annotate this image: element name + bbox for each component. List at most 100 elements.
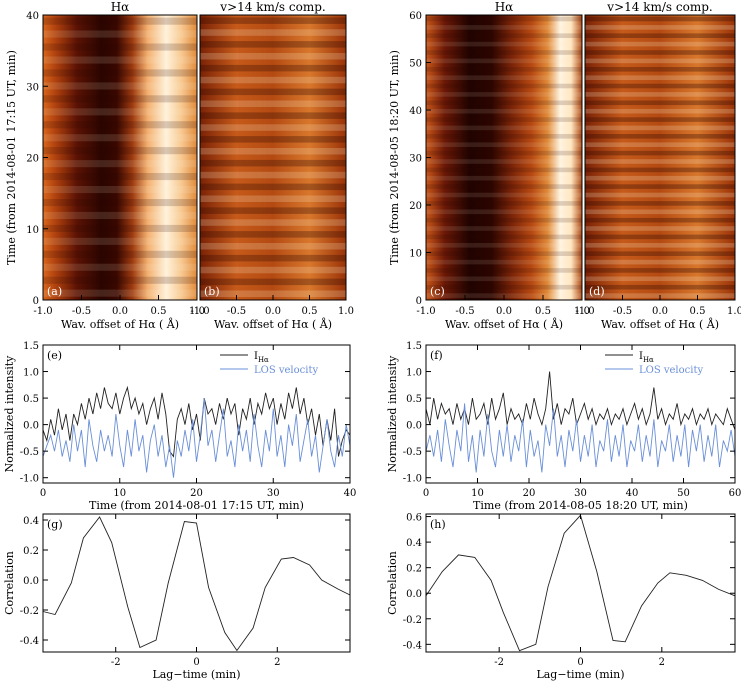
map-band bbox=[585, 284, 735, 290]
map-band bbox=[43, 43, 197, 51]
map-band bbox=[43, 237, 197, 245]
y-tick-label: 1.5 bbox=[23, 341, 39, 352]
map-band bbox=[585, 83, 735, 89]
x-tick-label: 30 bbox=[574, 488, 587, 499]
map-band bbox=[43, 199, 197, 207]
map-band bbox=[585, 243, 735, 248]
map-band bbox=[200, 53, 346, 60]
map-image-c bbox=[426, 15, 582, 300]
map-band bbox=[200, 159, 346, 167]
map-band bbox=[585, 209, 735, 215]
map-band bbox=[200, 64, 346, 72]
y-axis-label-h: Correlation bbox=[386, 551, 399, 615]
map-band bbox=[200, 171, 346, 179]
spectral-maps: Hα (a) -1.0 -0.5 0.0 0.5 1.0 Wav. offset of Hα … bbox=[5, 0, 741, 331]
map-band bbox=[426, 159, 582, 164]
map-band bbox=[585, 108, 735, 114]
map-band bbox=[200, 100, 346, 107]
plot-frame-h bbox=[425, 513, 736, 653]
map-band bbox=[426, 209, 582, 215]
x-tick-label: -1.0 bbox=[190, 306, 209, 317]
x-tick-label: 0.0 bbox=[652, 306, 668, 317]
legend-label-intensity: IHα bbox=[639, 351, 654, 364]
map-band bbox=[585, 259, 735, 265]
x-axis-label-h: Lag−time (min) bbox=[536, 668, 624, 681]
y-tick-label: 10 bbox=[409, 249, 422, 260]
map-band bbox=[426, 276, 582, 282]
map-band bbox=[200, 76, 346, 84]
series-line-intensity bbox=[425, 514, 736, 652]
legend-subscript: Hα bbox=[258, 356, 269, 364]
map-band bbox=[585, 100, 735, 106]
map-band bbox=[585, 226, 735, 231]
panel-title-c: Hα bbox=[495, 0, 514, 14]
map-band bbox=[426, 83, 582, 89]
map-band bbox=[426, 75, 582, 80]
map-band bbox=[200, 266, 346, 274]
panel-a: Hα (a) -1.0 -0.5 0.0 0.5 1.0 Wav. offset of Hα … bbox=[5, 0, 205, 331]
x-tick-label: 0.0 bbox=[265, 306, 281, 317]
x-tick-label: 1.0 bbox=[574, 306, 590, 317]
y-tick-label: -0.4 bbox=[403, 640, 422, 651]
map-band bbox=[426, 284, 582, 290]
y-tick-label: -0.2 bbox=[20, 606, 39, 617]
panel-b: v>14 km/s comp. (b) -1.0 -0.5 0.0 0.5 1.0 Wav. … bbox=[190, 0, 354, 331]
map-band bbox=[585, 16, 735, 22]
series-line-intensity bbox=[42, 516, 351, 652]
x-axis-label-g: Lag−time (min) bbox=[152, 668, 240, 681]
map-band bbox=[585, 234, 735, 240]
map-band bbox=[426, 134, 582, 139]
y-tick-label: 20 bbox=[409, 201, 422, 212]
x-axis-label-b: Wav. offset of Hα ( Å) bbox=[214, 317, 332, 331]
map-band bbox=[426, 58, 582, 64]
y-tick-label: 0 bbox=[416, 296, 422, 307]
y-tick-label: -1.0 bbox=[20, 474, 39, 485]
y-tick-label: 0.0 bbox=[406, 589, 422, 600]
map-band bbox=[426, 92, 582, 97]
map-band bbox=[200, 29, 346, 36]
map-band bbox=[585, 159, 735, 164]
y-tick-label: 60 bbox=[409, 11, 422, 22]
x-tick-label: 60 bbox=[729, 488, 741, 499]
map-band bbox=[426, 100, 582, 106]
y-tick-label: 0.2 bbox=[23, 546, 39, 557]
x-tick-label: 0.5 bbox=[302, 306, 318, 317]
map-band bbox=[585, 192, 735, 198]
map-band bbox=[426, 243, 582, 248]
x-tick-label: 0 bbox=[40, 488, 46, 499]
map-band bbox=[426, 117, 582, 122]
map-band bbox=[585, 92, 735, 97]
legend-label-velocity: LOS velocity bbox=[254, 365, 318, 376]
x-tick-label: 0.5 bbox=[151, 306, 167, 317]
y-axis-label-f: Normalized intensity bbox=[386, 355, 399, 473]
x-tick-label: 20 bbox=[190, 488, 203, 499]
map-band bbox=[43, 276, 197, 284]
map-band bbox=[43, 186, 197, 194]
x-tick-label: 2 bbox=[659, 657, 665, 668]
map-band bbox=[585, 117, 735, 122]
x-tick-label: -2 bbox=[494, 657, 504, 668]
map-band bbox=[43, 289, 197, 297]
map-band bbox=[585, 25, 735, 30]
x-tick-label: 10 bbox=[113, 488, 126, 499]
y-axis-label-e: Normalized intensity bbox=[3, 355, 16, 473]
x-tick-label: -0.5 bbox=[455, 306, 474, 317]
map-band bbox=[585, 175, 735, 181]
map-band bbox=[426, 234, 582, 240]
map-band bbox=[43, 69, 197, 77]
panel-c: Hα (c) -1.0 -0.5 0.0 0.5 1.0 Wav. offset of Hα … bbox=[388, 0, 590, 331]
y-tick-label: 0.2 bbox=[406, 564, 422, 575]
map-band bbox=[426, 175, 582, 181]
chart-f: 0 10 20 30 40 50 60 -1.0 -0.5 0.0 0.5 1.0 1.5 Time (f… bbox=[386, 341, 741, 512]
y-tick-label: 1.0 bbox=[23, 368, 39, 379]
map-band bbox=[585, 41, 735, 47]
map-band bbox=[426, 217, 582, 223]
x-tick-label: -2 bbox=[111, 657, 121, 668]
map-band bbox=[200, 219, 346, 226]
map-band bbox=[43, 82, 197, 90]
panel-label-h: (h) bbox=[430, 518, 446, 531]
x-tick-label: 1.0 bbox=[727, 306, 741, 317]
map-band bbox=[585, 167, 735, 173]
x-tick-label: -0.5 bbox=[613, 306, 632, 317]
